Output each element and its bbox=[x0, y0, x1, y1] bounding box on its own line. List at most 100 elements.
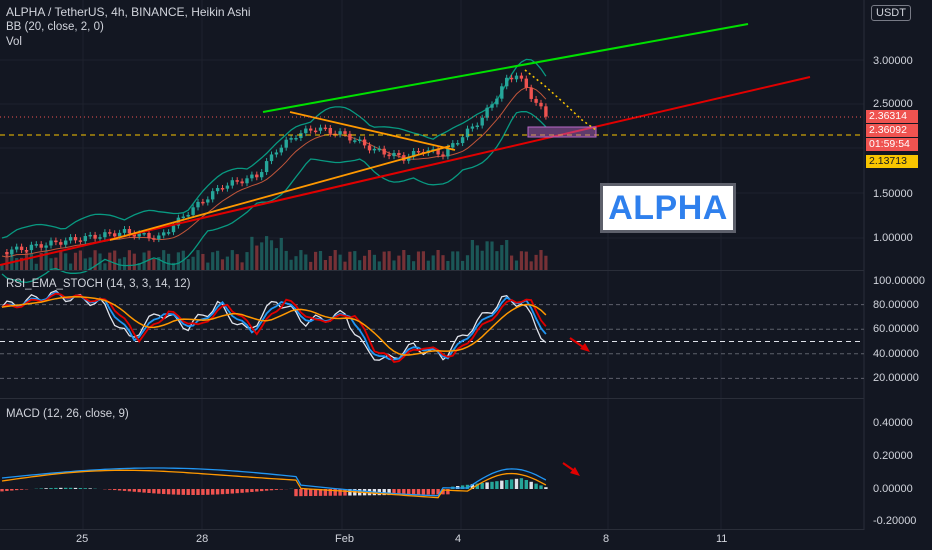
volume-bar bbox=[34, 263, 38, 270]
candle-body bbox=[220, 188, 225, 190]
candle-body bbox=[338, 131, 342, 135]
macd-histogram-bar bbox=[64, 487, 68, 489]
candle-body bbox=[485, 107, 489, 118]
rsi-tick: 80.00000 bbox=[873, 299, 919, 311]
volume-bar bbox=[24, 250, 29, 270]
alpha-annotation[interactable]: ALPHA bbox=[600, 183, 736, 233]
volume-bar bbox=[421, 251, 425, 270]
panel-separator[interactable] bbox=[0, 270, 864, 271]
candle-body bbox=[73, 237, 78, 241]
macd-histogram-bar bbox=[122, 489, 127, 491]
macd-histogram-bar bbox=[157, 489, 161, 494]
time-tick: 11 bbox=[716, 533, 728, 545]
vol-legend[interactable]: Vol bbox=[6, 36, 22, 48]
macd-legend[interactable]: MACD (12, 26, close, 9) bbox=[6, 408, 129, 420]
candle-body bbox=[117, 232, 122, 237]
panel-separator[interactable] bbox=[0, 398, 864, 399]
volume-bar bbox=[451, 251, 455, 270]
macd-histogram-bar bbox=[505, 480, 509, 489]
volume-bar bbox=[211, 252, 215, 270]
macd-histogram-bar bbox=[166, 489, 171, 495]
candle-body bbox=[49, 240, 53, 246]
candle-body bbox=[353, 140, 357, 142]
rsi-ema-line bbox=[1, 296, 547, 356]
macd-histogram-bar bbox=[201, 489, 205, 495]
candle-body bbox=[196, 201, 200, 208]
green-trendline bbox=[262, 23, 749, 113]
volume-bar bbox=[73, 252, 78, 270]
volume-bar bbox=[250, 236, 254, 270]
macd-arrow-head bbox=[570, 467, 580, 476]
macd-tick: 0.00000 bbox=[873, 483, 913, 495]
rsi-legend[interactable]: RSI_EMA_STOCH (14, 3, 3, 14, 12) bbox=[6, 278, 191, 290]
volume-bar bbox=[54, 257, 58, 270]
candle-body bbox=[358, 139, 362, 142]
macd-histogram-bar bbox=[402, 489, 406, 495]
candle-body bbox=[470, 126, 475, 129]
rsi-line bbox=[1, 289, 547, 361]
symbol-legend[interactable]: ALPHA / TetherUS, 4h, BINANCE, Heikin As… bbox=[6, 5, 251, 19]
volume-bar bbox=[358, 260, 362, 270]
macd-histogram-bar bbox=[68, 487, 73, 489]
volume-bar bbox=[387, 251, 391, 270]
candle-body bbox=[34, 244, 38, 246]
macd-histogram-bar bbox=[529, 481, 533, 489]
candle-body bbox=[215, 188, 220, 192]
volume-bar bbox=[416, 251, 421, 270]
volume-bar bbox=[539, 250, 543, 270]
macd-histogram-bar bbox=[206, 489, 210, 495]
volume-bar bbox=[338, 254, 342, 270]
volume-bar bbox=[122, 257, 127, 270]
volume-bar bbox=[98, 253, 102, 270]
candle-body bbox=[328, 127, 332, 134]
candle-body bbox=[397, 152, 401, 156]
macd-histogram-bar bbox=[387, 489, 391, 496]
candle-body bbox=[44, 245, 48, 248]
volume-bar bbox=[235, 254, 239, 270]
macd-histogram-bar bbox=[338, 489, 342, 496]
candle-body bbox=[318, 127, 323, 131]
macd-histogram-bar bbox=[5, 489, 9, 491]
macd-histogram-bar bbox=[78, 488, 83, 489]
candle-body bbox=[113, 233, 117, 237]
volume-bar bbox=[475, 245, 479, 270]
price-tick: 2.50000 bbox=[873, 98, 913, 110]
candle-body bbox=[416, 151, 421, 153]
macd-histogram-bar bbox=[88, 488, 92, 489]
macd-histogram-bar bbox=[83, 488, 87, 489]
macd-histogram-bar bbox=[49, 488, 53, 489]
candle-body bbox=[313, 130, 318, 133]
currency-button[interactable]: USDT bbox=[871, 5, 911, 21]
candle-body bbox=[59, 242, 63, 245]
macd-histogram-bar bbox=[147, 489, 151, 493]
volume-bar bbox=[465, 255, 470, 270]
bb-lower-line bbox=[1, 110, 547, 284]
candle-body bbox=[514, 75, 519, 80]
macd-histogram-bar bbox=[519, 478, 524, 489]
volume-bar bbox=[436, 250, 440, 270]
macd-histogram-bar bbox=[127, 489, 132, 492]
bb-basis-line bbox=[1, 86, 547, 258]
macd-histogram-bar bbox=[382, 489, 386, 496]
volume-bar bbox=[544, 255, 548, 270]
macd-tick: -0.20000 bbox=[873, 515, 917, 527]
candle-body bbox=[186, 214, 190, 217]
volume-bar bbox=[201, 253, 205, 270]
volume-bar bbox=[372, 254, 376, 270]
candle-body bbox=[269, 154, 274, 162]
level-price-tag: 2.13713 bbox=[866, 155, 918, 168]
volume-bar bbox=[510, 255, 514, 270]
macd-histogram-bar bbox=[108, 489, 112, 490]
bb-legend[interactable]: BB (20, close, 2, 0) bbox=[6, 21, 104, 33]
volume-bar bbox=[59, 250, 63, 270]
volume-bar bbox=[367, 250, 372, 270]
candle-body bbox=[230, 180, 234, 186]
candle-body bbox=[211, 191, 215, 200]
candle-body bbox=[240, 181, 244, 184]
candle-body bbox=[225, 185, 230, 189]
candle-body bbox=[490, 104, 494, 108]
macd-histogram-bar bbox=[299, 489, 303, 497]
volume-bar bbox=[505, 240, 509, 270]
orange-resistance-line bbox=[289, 111, 456, 151]
